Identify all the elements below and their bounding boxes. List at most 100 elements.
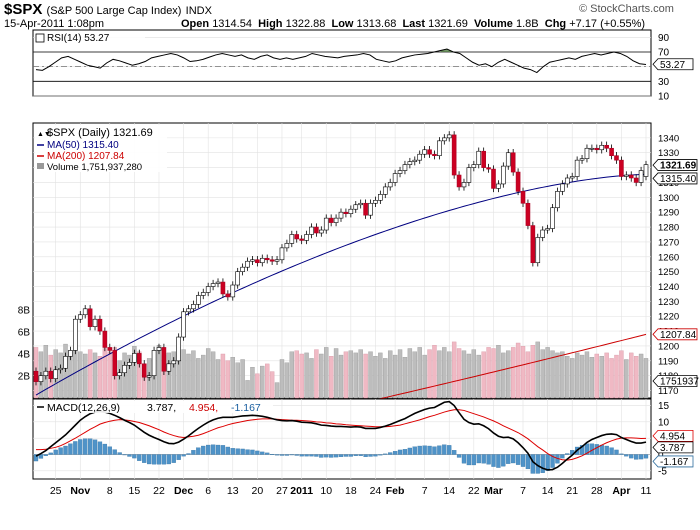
candle-body	[200, 292, 206, 296]
candle-body	[235, 271, 240, 286]
macd-histogram-bar	[151, 454, 157, 465]
candle-body	[43, 370, 49, 377]
rsi-legend-swatch	[35, 33, 45, 43]
candle	[432, 150, 437, 160]
candle-body	[407, 161, 413, 165]
candle	[58, 364, 63, 374]
macd-histogram-bar	[515, 454, 521, 465]
candle	[77, 311, 83, 323]
macd-xtick-label: 13	[227, 485, 239, 497]
candle-body	[289, 234, 295, 244]
macd-histogram-bar	[225, 446, 231, 455]
volume-bar	[314, 349, 319, 399]
macd-xtick-label: 15	[129, 485, 141, 497]
candle	[363, 199, 368, 219]
macd-legend-value: 3.787,	[147, 402, 176, 414]
macd-histogram-bar	[614, 449, 619, 455]
macd-xtick-label: 8	[107, 485, 113, 497]
candle	[97, 315, 103, 335]
volume-bar	[422, 354, 427, 399]
candle-body	[496, 183, 501, 189]
price-legend: $SPX (Daily) 1321.69	[47, 127, 153, 139]
candle-body	[181, 311, 186, 338]
macd-histogram-bar	[599, 444, 604, 455]
candle-body	[196, 295, 201, 305]
volume-bar	[373, 356, 378, 399]
volume-bar	[186, 353, 191, 399]
chart-title: $SPX (S&P 500 Large Cap Index) INDX	[4, 1, 212, 18]
volume-bar	[181, 349, 186, 399]
chg-value: +7.17 (+0.55%)	[569, 18, 646, 30]
macd-legend-bg	[35, 401, 273, 413]
price-ytick-label: 1240	[658, 282, 679, 293]
candle-body	[269, 259, 275, 262]
candle-body	[127, 362, 132, 366]
volume-bar	[265, 363, 270, 399]
candle	[73, 315, 78, 355]
candle	[505, 149, 511, 170]
candle	[407, 157, 413, 169]
candle	[387, 178, 393, 191]
macd-histogram-bar	[235, 448, 240, 455]
macd-histogram-bar	[427, 445, 432, 455]
macd-histogram-bar	[540, 454, 545, 473]
volume-bar	[225, 360, 231, 399]
candle	[319, 226, 324, 237]
candle-body	[156, 347, 162, 351]
macd-xtick-label: 24	[370, 485, 382, 497]
candle-body	[481, 150, 486, 168]
high-value: 1322.88	[285, 18, 326, 30]
candle-body	[491, 168, 496, 189]
macd-legend-value: 4.954,	[189, 402, 218, 414]
macd-xtick-label: Mar	[484, 485, 503, 497]
volume-bar	[574, 352, 580, 399]
macd-histogram-bar	[629, 454, 634, 459]
candle	[358, 199, 363, 209]
candle-body	[437, 140, 442, 157]
candle	[422, 146, 427, 158]
volume-bar	[319, 353, 324, 399]
candle	[525, 199, 531, 230]
candle-body	[373, 199, 378, 204]
candle-body	[117, 372, 122, 377]
macd-histogram-bar	[289, 454, 294, 456]
candle	[230, 281, 236, 301]
candle-body	[299, 238, 304, 241]
candle	[269, 256, 275, 265]
volume-bar	[638, 353, 644, 399]
candle	[599, 141, 605, 154]
candle-body	[589, 147, 595, 150]
volume-bar	[220, 353, 226, 399]
rsi-ytick-label: 90	[658, 33, 670, 44]
candle	[530, 221, 536, 267]
candle	[137, 349, 142, 368]
macd-histogram-bar	[550, 454, 555, 468]
candle-body	[328, 217, 334, 223]
candle-body	[432, 153, 437, 157]
candle	[196, 291, 201, 309]
volume-bar	[466, 353, 472, 399]
candle-body	[151, 350, 157, 377]
candle	[33, 367, 39, 386]
volume-bar	[279, 359, 285, 399]
candle	[259, 254, 265, 267]
macd-histogram-bar	[486, 454, 491, 465]
candle-body	[417, 153, 423, 161]
macd-histogram-bar	[78, 439, 83, 455]
volume-bar	[397, 349, 403, 399]
candle	[181, 308, 186, 341]
volume-bar	[324, 347, 329, 399]
rsi-ytick-label: 30	[658, 77, 670, 88]
candle-body	[486, 167, 491, 170]
candle-body	[442, 137, 447, 142]
candle	[235, 267, 240, 289]
macd-xtick-label: 28	[591, 485, 603, 497]
candle-body	[309, 226, 314, 235]
candle-body	[520, 191, 526, 204]
candle	[240, 263, 245, 276]
candle	[264, 254, 270, 264]
chg-label: Chg	[544, 18, 567, 30]
macd-histogram-bar	[53, 449, 58, 455]
macd-xtick-label: 14	[443, 485, 455, 497]
candle-body	[427, 149, 432, 155]
